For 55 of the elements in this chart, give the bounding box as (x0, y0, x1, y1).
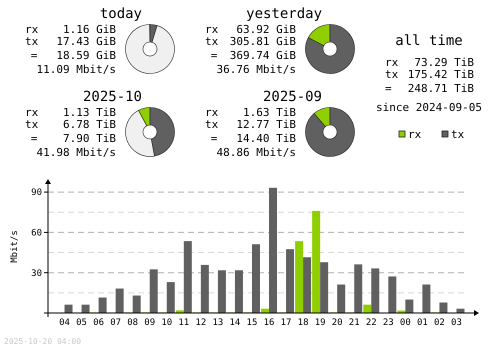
x-tick-label: 03 (451, 318, 462, 328)
x-tick-label: 20 (332, 318, 343, 328)
y-tick-label: 90 (31, 188, 42, 198)
text: all time (395, 33, 463, 49)
y-tick-label: 60 (31, 228, 42, 239)
text: tx 12.77 TiB (205, 118, 296, 131)
text: rx 1.16 GiB (25, 23, 116, 36)
x-tick-label: 02 (434, 318, 445, 328)
x-tick-label: 07 (110, 318, 122, 328)
x-tick-label: 11 (178, 318, 190, 328)
text: = 18.59 GiB (30, 49, 116, 62)
text: = 14.40 TiB (210, 132, 296, 145)
x-tick-label: 01 (416, 318, 428, 328)
x-tick-label: 21 (348, 318, 360, 328)
x-tick-label: 14 (230, 318, 240, 328)
text: = 7.90 TiB (30, 132, 116, 145)
text: tx 17.43 GiB (25, 35, 116, 48)
x-tick-label: 16 (264, 318, 274, 328)
y-tick-label: 30 (31, 268, 42, 279)
text: tx 175.42 TiB (385, 68, 474, 81)
text: rx 1.63 TiB (205, 106, 296, 119)
x-tick-label: 12 (195, 318, 206, 328)
x-tick-label: 23 (382, 318, 394, 328)
chart-title: yesterday (246, 6, 322, 22)
x-tick-label: 06 (93, 318, 104, 328)
text: since 2024-09-05 (376, 101, 482, 114)
x-tick-label: 19 (314, 318, 326, 328)
x-tick-label: 18 (298, 318, 309, 328)
text: 41.98 Mbit/s (36, 146, 116, 159)
text: rx 73.29 TiB (385, 56, 474, 69)
legend-label: tx (451, 128, 465, 141)
chart-title: 2025-10 (82, 89, 142, 105)
text: rx 1.13 TiB (25, 106, 116, 119)
x-tick-label: 10 (161, 318, 172, 328)
text: 48.86 Mbit/s (216, 146, 296, 159)
chart-title: 2025-09 (262, 89, 322, 105)
x-tick-label: 17 (280, 318, 292, 328)
text: 36.76 Mbit/s (216, 63, 296, 76)
text: 11.09 Mbit/s (36, 63, 116, 76)
x-tick-label: 00 (400, 318, 411, 328)
text: tx 305.81 GiB (205, 35, 296, 48)
x-tick-label: 04 (59, 318, 70, 328)
chart-title: today (100, 6, 142, 22)
x-tick-label: 05 (76, 318, 87, 328)
text: = 248.71 TiB (385, 82, 474, 95)
text: tx 6.78 TiB (25, 118, 116, 131)
y-axis-title: Mbit/s (10, 230, 20, 263)
x-tick-label: 09 (144, 318, 156, 328)
x-tick-label: 08 (127, 318, 138, 328)
text: = 369.74 GiB (210, 49, 296, 62)
text: rx 63.92 GiB (205, 23, 296, 36)
legend-label: rx (408, 128, 422, 141)
x-tick-label: 15 (246, 318, 258, 328)
x-tick-label: 22 (366, 318, 377, 328)
x-tick-label: 13 (212, 318, 224, 328)
